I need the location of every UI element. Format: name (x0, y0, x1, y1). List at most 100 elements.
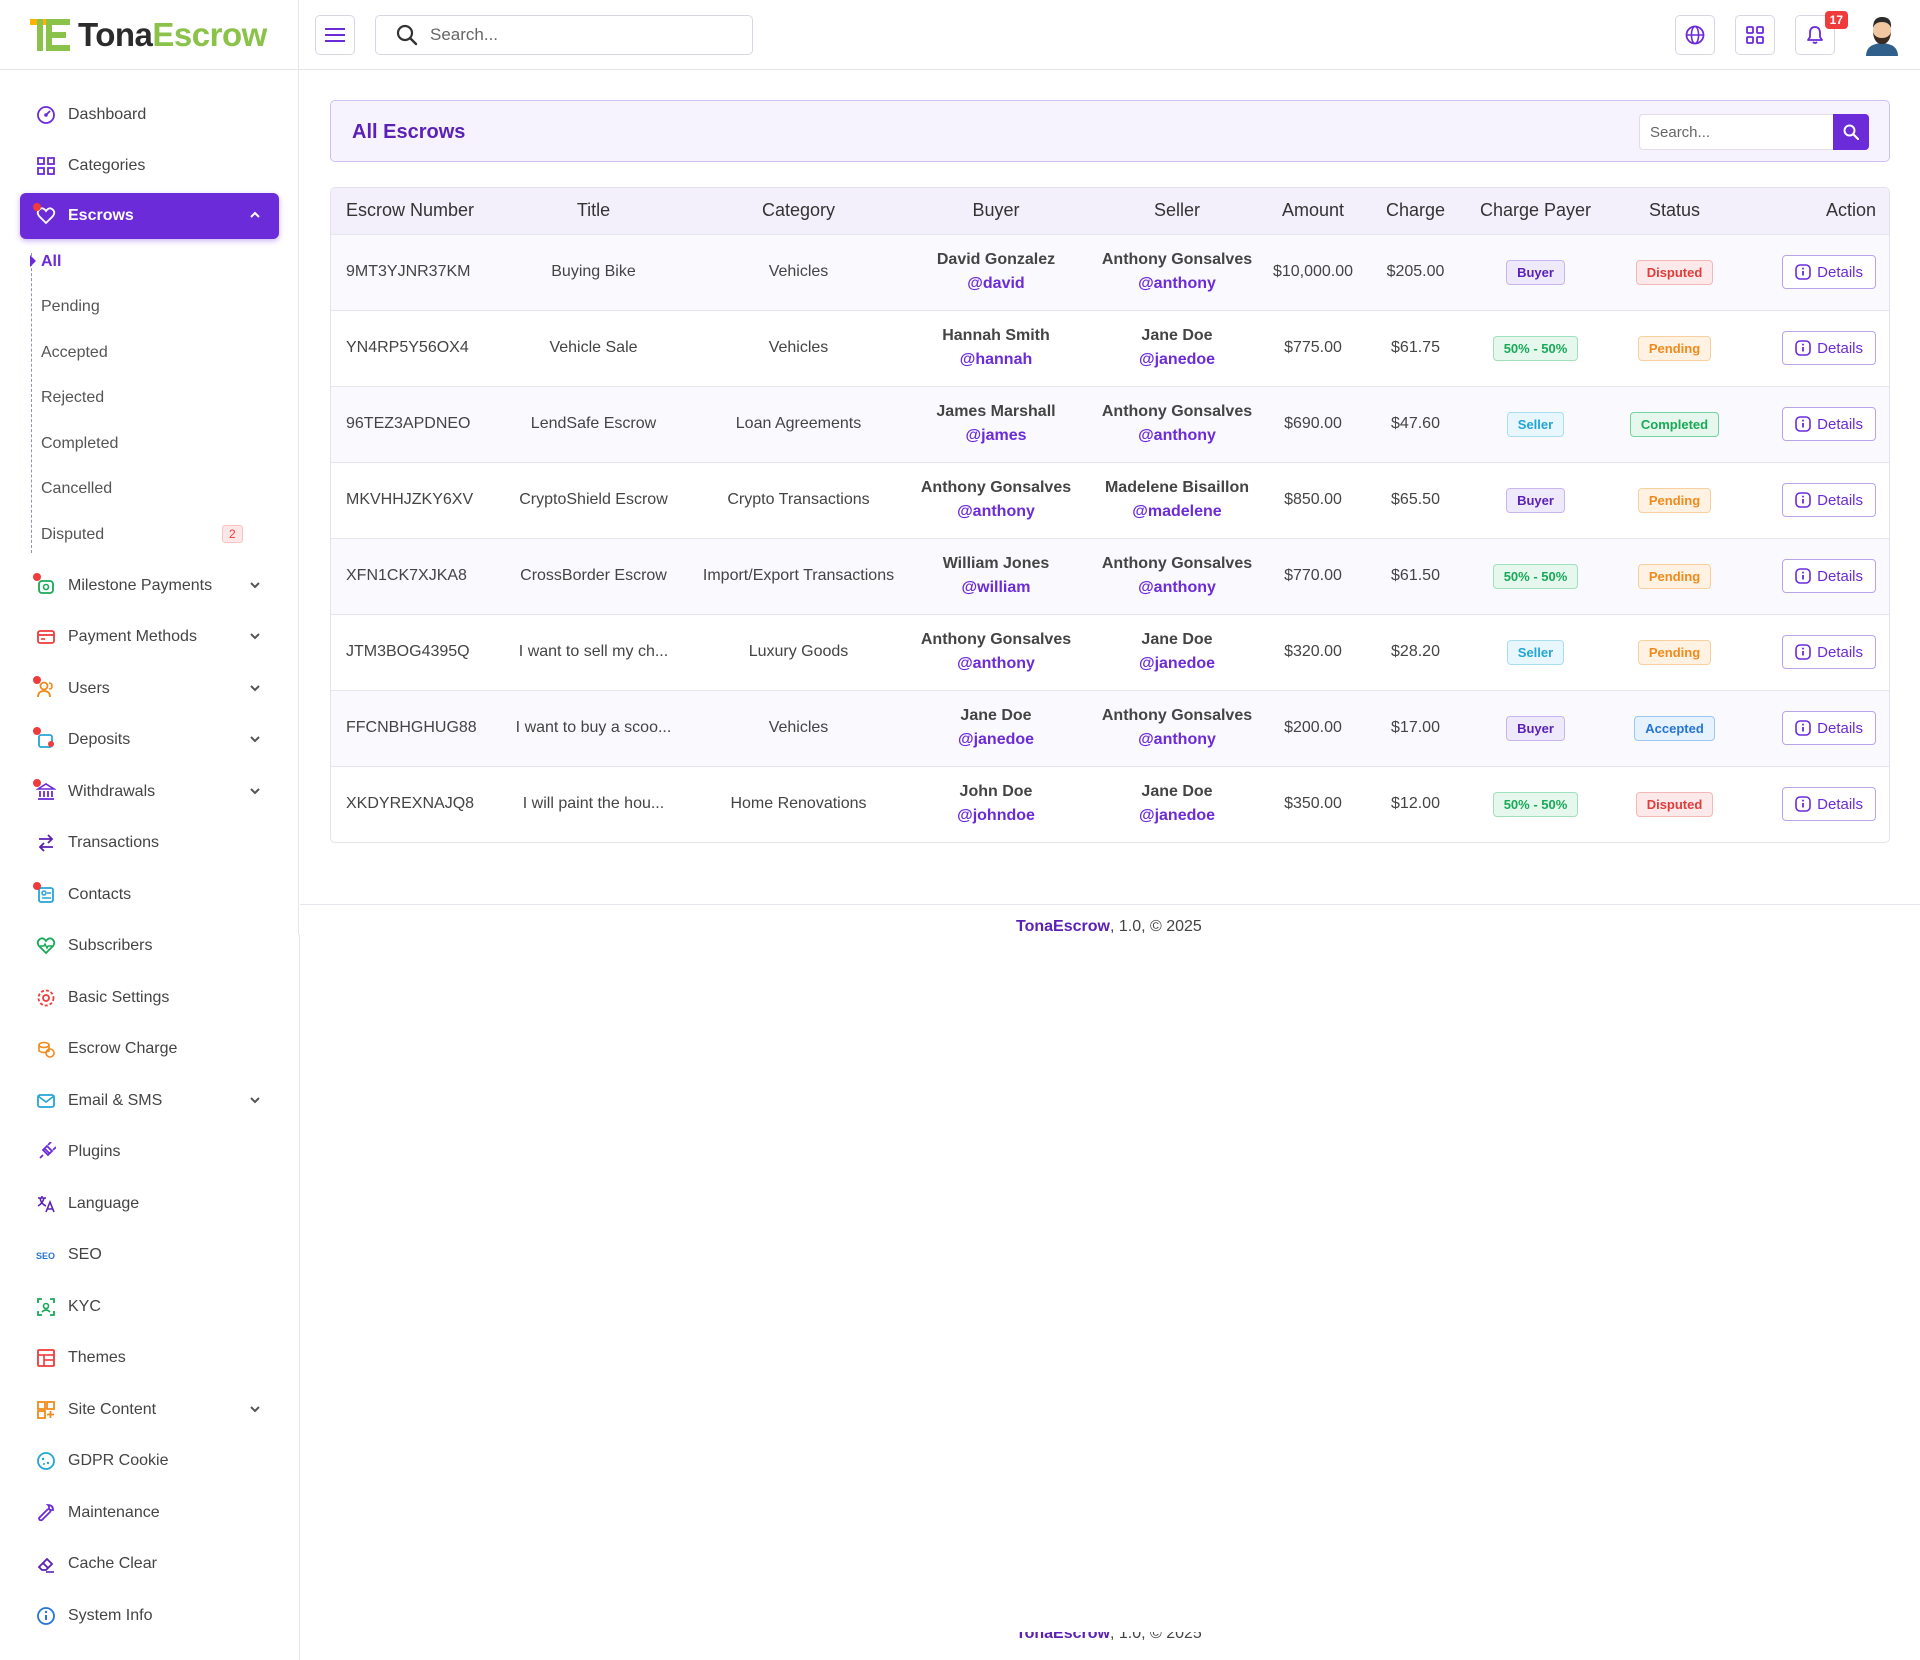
sidebar-item-escrow-charge[interactable]: Escrow Charge (20, 1026, 279, 1072)
escrow-number-cell: FFCNBHGHUG88 (346, 719, 477, 736)
escrow-number-cell: XKDYREXNAJQ8 (346, 795, 475, 813)
column-header[interactable]: Category (761, 200, 836, 221)
seller-handle-link[interactable]: @anthony (1138, 275, 1216, 292)
seller-handle-link[interactable]: @janedoe (1138, 807, 1216, 825)
sidebar-item-label: Site Content (68, 1401, 157, 1418)
submenu-item-all[interactable]: All (41, 253, 62, 270)
brand-logo[interactable]: TonaEscrow (0, 0, 299, 70)
amount-cell: $320.00 (1284, 643, 1342, 660)
sidebar-item-payment-methods[interactable]: Payment Methods (20, 614, 279, 660)
column-header[interactable]: Escrow Number (346, 200, 475, 221)
details-button[interactable]: Details (1782, 483, 1876, 517)
details-button[interactable]: Details (1782, 255, 1876, 289)
submenu-item-rejected[interactable]: Rejected (41, 389, 105, 406)
sidebar-item-gdpr-cookie[interactable]: GDPR Cookie (20, 1438, 279, 1484)
sidebar-item-plugins[interactable]: Plugins (20, 1129, 279, 1175)
notification-count-badge: 17 (1824, 11, 1848, 29)
submenu-item-pending[interactable]: Pending (41, 298, 100, 315)
table-row: JTM3BOG4395Q I want to sell my ch... Luxur… (331, 614, 1889, 690)
seller-name: Anthony Gonsalves (1101, 251, 1253, 268)
sidebar-item-deposits[interactable]: Deposits (20, 717, 279, 763)
sidebar-item-language[interactable]: Language (20, 1181, 279, 1227)
seller-handle-link[interactable]: @janedoe (1138, 655, 1216, 672)
details-label: Details (1817, 719, 1863, 737)
language-button[interactable] (1675, 15, 1715, 55)
seller-handle-link[interactable]: @madelene (1132, 503, 1222, 520)
search-icon (396, 24, 418, 46)
sidebar-item-milestone-payments[interactable]: Milestone Payments (20, 563, 279, 609)
submenu-item-cancelled[interactable]: Cancelled (41, 480, 113, 497)
buyer-handle-link[interactable]: @james (965, 427, 1027, 444)
buyer-handle-link[interactable]: @anthony (957, 503, 1035, 520)
footer-duplicate: TonaEscrow, 1.0, © 2025 (1016, 1632, 1202, 1642)
sidebar-item-email-sms[interactable]: Email & SMS (20, 1078, 279, 1124)
sidebar-toggle-button[interactable] (315, 15, 355, 55)
seller-handle-link[interactable]: @anthony (1138, 579, 1216, 596)
buyer-handle-link[interactable]: @janedoe (957, 731, 1035, 748)
column-header[interactable]: Seller (1153, 200, 1201, 221)
sidebar-item-label: Themes (68, 1349, 126, 1366)
details-button[interactable]: Details (1782, 331, 1876, 365)
user-avatar[interactable] (1863, 14, 1901, 56)
sidebar-item-subscribers[interactable]: Subscribers (20, 923, 279, 969)
amount-cell: $690.00 (1284, 415, 1342, 432)
column-header[interactable]: Amount (1281, 200, 1345, 221)
sidebar-item-label: Email & SMS (68, 1092, 163, 1109)
details-button[interactable]: Details (1782, 407, 1876, 441)
action-cell: Details (1746, 690, 1889, 766)
sidebar-item-categories[interactable]: Categories (20, 143, 279, 189)
sidebar-item-dashboard[interactable]: Dashboard (20, 92, 279, 138)
column-header[interactable]: Status (1648, 200, 1701, 221)
bank-icon (33, 779, 57, 802)
sidebar-item-label: Maintenance (68, 1504, 160, 1521)
escrow-search-input[interactable] (1639, 114, 1833, 150)
seller-cell: Jane Doe @janedoe (1091, 614, 1263, 690)
submenu-item-completed[interactable]: Completed (41, 435, 119, 452)
details-button[interactable]: Details (1782, 711, 1876, 745)
action-cell: Details (1746, 614, 1889, 690)
sidebar-item-kyc[interactable]: KYC (20, 1284, 279, 1330)
sidebar-item-themes[interactable]: Themes (20, 1335, 279, 1381)
column-header[interactable]: Buyer (972, 200, 1020, 221)
seller-handle-link[interactable]: @anthony (1138, 427, 1216, 444)
buyer-handle-link[interactable]: @johndoe (957, 807, 1035, 825)
top-header: TonaEscrow 17 (0, 0, 1920, 70)
sidebar-item-escrows[interactable]: Escrows (20, 193, 279, 239)
column-header[interactable]: Action (1825, 200, 1876, 221)
sidebar-item-basic-settings[interactable]: Basic Settings (20, 975, 279, 1021)
buyer-handle-link[interactable]: @hannah (959, 351, 1033, 368)
details-button[interactable]: Details (1782, 787, 1876, 822)
sidebar-item-seo[interactable]: SEO SEO (20, 1232, 279, 1278)
global-search-input[interactable] (430, 25, 730, 45)
column-header[interactable]: Charge Payer (1479, 200, 1592, 221)
sidebar-item-withdrawals[interactable]: Withdrawals (20, 769, 279, 815)
sidebar-item-transactions[interactable]: Transactions (20, 820, 279, 866)
column-header[interactable]: Charge (1385, 200, 1446, 221)
details-button[interactable]: Details (1782, 559, 1876, 593)
apps-button[interactable] (1735, 15, 1775, 55)
charge-payer-cell: Buyer (1468, 690, 1603, 766)
sidebar-item-site-content[interactable]: Site Content (20, 1387, 279, 1433)
buyer-name: William Jones (942, 555, 1050, 572)
submenu-item-accepted[interactable]: Accepted (41, 344, 108, 361)
table-row: MKVHHJZKY6XV CryptoShield Escrow Crypto Tr… (331, 462, 1889, 538)
buyer-handle-link[interactable]: @anthony (957, 655, 1035, 672)
sidebar-item-cache-clear[interactable]: Cache Clear (20, 1541, 279, 1587)
sidebar-item-users[interactable]: Users (20, 666, 279, 712)
submenu-item-disputed[interactable]: Disputed (41, 526, 105, 543)
escrow-search-button[interactable] (1833, 114, 1869, 150)
seller-name: Madelene Bisaillon (1104, 479, 1250, 496)
sidebar-item-system-info[interactable]: System Info (20, 1593, 279, 1639)
details-button[interactable]: Details (1782, 635, 1876, 669)
buyer-handle-link[interactable]: @william (961, 579, 1031, 596)
notifications-button[interactable]: 17 (1795, 11, 1848, 55)
footer-brand-link[interactable]: TonaEscrow (1016, 1632, 1110, 1642)
buyer-handle-link[interactable]: @david (967, 275, 1025, 292)
escrow-icon (33, 203, 56, 226)
seller-handle-link[interactable]: @anthony (1138, 731, 1216, 748)
footer-brand-link[interactable]: TonaEscrow (1016, 918, 1110, 934)
column-header[interactable]: Title (576, 200, 611, 221)
sidebar-item-maintenance[interactable]: Maintenance (20, 1490, 279, 1536)
sidebar-item-contacts[interactable]: Contacts (20, 872, 279, 918)
seller-handle-link[interactable]: @janedoe (1138, 351, 1216, 368)
